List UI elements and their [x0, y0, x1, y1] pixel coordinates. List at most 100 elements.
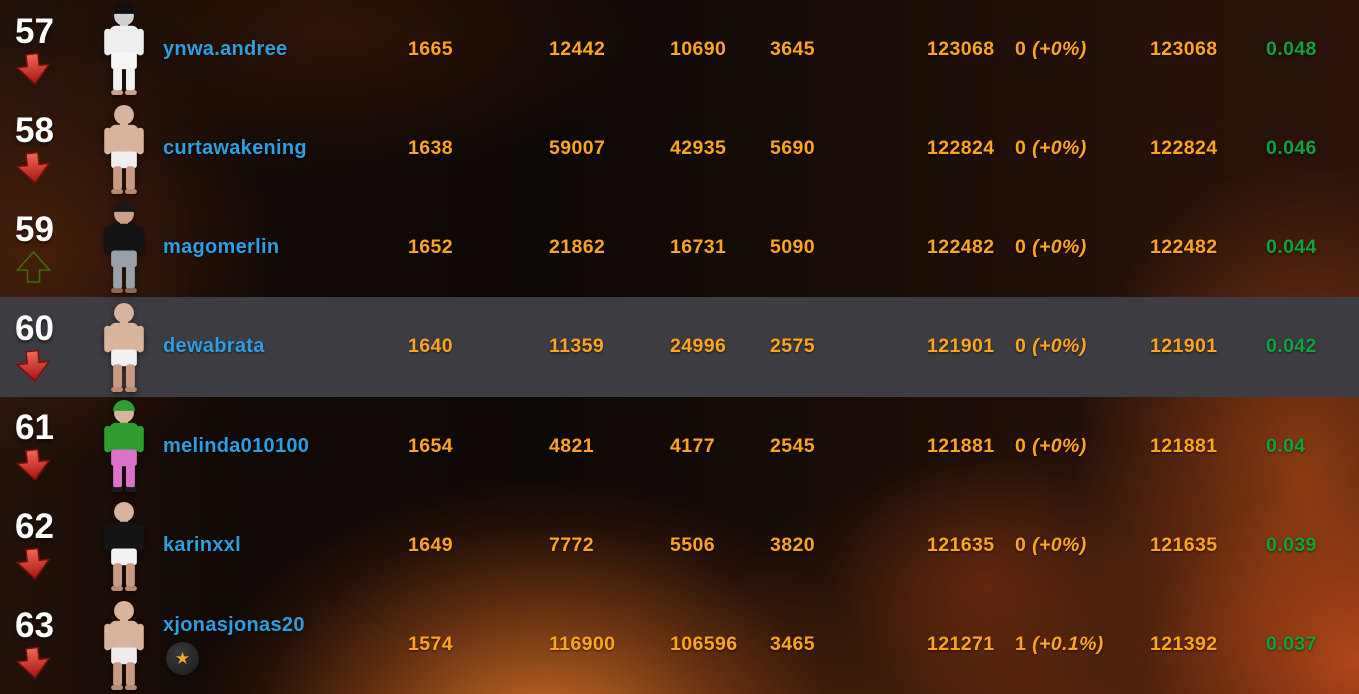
name-cell: xjonasjonas20 ★: [163, 614, 408, 675]
stat-c7: 121635: [1150, 533, 1218, 556]
player-avatar[interactable]: [93, 102, 155, 195]
username-link[interactable]: magomerlin: [163, 236, 280, 259]
rank-number: 59: [15, 209, 54, 249]
name-cell: curtawakening ★: [163, 137, 408, 160]
stat-c1: 1654: [408, 434, 453, 457]
stat-score: 0.048: [1266, 38, 1317, 61]
stat-c3: 24996: [670, 335, 727, 358]
delta-count: 1: [1015, 632, 1027, 655]
player-avatar[interactable]: [93, 598, 155, 691]
stat-c2: 4821: [549, 434, 594, 457]
rank-cell: 62: [0, 509, 85, 581]
leaderboard-row[interactable]: 60 dewabrat: [0, 297, 1359, 397]
player-avatar[interactable]: [93, 300, 155, 393]
avatar-cell: [85, 598, 163, 691]
username-link[interactable]: karinxxl: [163, 533, 242, 556]
stat-c1: 1649: [408, 533, 453, 556]
delta-percent: (+0%): [1032, 137, 1087, 160]
avatar-cell: [85, 499, 163, 592]
player-avatar[interactable]: [93, 3, 155, 96]
stat-c7: 121881: [1150, 434, 1218, 457]
player-avatar[interactable]: [93, 499, 155, 592]
stat-c4: 3820: [770, 533, 815, 556]
stat-c2: 116900: [549, 632, 616, 655]
avatar-cell: [85, 300, 163, 393]
leaderboard-row[interactable]: 62 karinxxl: [0, 496, 1359, 595]
stat-c4: 5690: [770, 137, 815, 160]
delta-percent: (+0%): [1032, 38, 1087, 61]
stat-c2: 59007: [549, 137, 606, 160]
stat-c1: 1665: [408, 38, 453, 61]
username-link[interactable]: curtawakening: [163, 137, 307, 160]
rank-up-icon: [15, 250, 52, 284]
rank-down-icon: [15, 349, 52, 383]
avatar-cell: [85, 3, 163, 96]
leaderboard-row[interactable]: 58 curtawak: [0, 99, 1359, 198]
stat-c1: 1652: [408, 236, 453, 259]
player-avatar[interactable]: [93, 201, 155, 294]
stat-delta: 0 (+0%): [1015, 534, 1150, 557]
avatar-cell: [85, 102, 163, 195]
leaderboard-row[interactable]: 57 ynwa.and: [0, 0, 1359, 99]
avatar-cell: [85, 399, 163, 493]
name-cell: melinda010100 ★: [163, 435, 408, 458]
rank-cell: 57: [0, 14, 85, 86]
stat-delta: 0 (+0%): [1015, 435, 1150, 458]
stat-c7: 121901: [1150, 335, 1218, 358]
stat-delta: 0 (+0%): [1015, 137, 1150, 160]
stat-c2: 21862: [549, 236, 606, 259]
name-cell: karinxxl ★: [163, 534, 408, 557]
star-badge: ★: [166, 641, 199, 675]
stat-score: 0.044: [1266, 236, 1317, 259]
stat-c5: 121635: [927, 533, 995, 556]
rank-down-icon: [15, 448, 52, 482]
stat-c5: 121271: [927, 632, 995, 655]
leaderboard-row[interactable]: 59 magomerl: [0, 198, 1359, 297]
delta-percent: (+0%): [1032, 434, 1087, 457]
stat-c4: 5090: [770, 236, 815, 259]
rank-cell: 58: [0, 113, 85, 185]
stat-c1: 1574: [408, 632, 453, 655]
stat-c5: 122482: [927, 236, 995, 259]
name-cell: ynwa.andree ★: [163, 38, 408, 61]
stat-c1: 1638: [408, 137, 453, 160]
delta-count: 0: [1015, 236, 1027, 259]
rank-down-icon: [15, 52, 52, 86]
stat-c3: 106596: [670, 632, 738, 655]
rank-down-icon: [15, 151, 52, 185]
stat-c1: 1640: [408, 335, 453, 358]
delta-percent: (+0%): [1032, 236, 1087, 259]
rank-number: 58: [15, 110, 54, 150]
leaderboard-row[interactable]: 63 xjonasjo: [0, 595, 1359, 694]
rank-number: 62: [15, 507, 54, 547]
rank-number: 61: [15, 408, 54, 448]
stat-delta: 0 (+0%): [1015, 335, 1150, 358]
stat-c3: 16731: [670, 236, 727, 259]
stat-c7: 122824: [1150, 137, 1218, 160]
username-link[interactable]: dewabrata: [163, 335, 265, 358]
username-link[interactable]: xjonasjonas20: [163, 613, 305, 636]
player-avatar[interactable]: [93, 399, 155, 493]
stat-c7: 123068: [1150, 38, 1218, 61]
name-cell: magomerlin ★: [163, 236, 408, 259]
rank-cell: 61: [0, 410, 85, 482]
rank-down-icon: [15, 646, 52, 680]
avatar-cell: [85, 201, 163, 294]
rank-cell: 60: [0, 311, 85, 383]
stat-c2: 7772: [549, 533, 594, 556]
stat-c3: 10690: [670, 38, 727, 61]
stat-c3: 5506: [670, 533, 715, 556]
stat-c7: 121392: [1150, 632, 1218, 655]
rank-down-icon: [15, 547, 52, 581]
stat-score: 0.042: [1266, 335, 1317, 358]
stat-score: 0.037: [1266, 632, 1317, 655]
star-icon: ★: [174, 648, 191, 668]
username-link[interactable]: melinda010100: [163, 434, 310, 457]
rank-number: 63: [15, 606, 54, 646]
leaderboard-row[interactable]: 61 melinda0: [0, 397, 1359, 496]
rank-cell: 59: [0, 212, 85, 284]
stat-c5: 123068: [927, 38, 995, 61]
username-link[interactable]: ynwa.andree: [163, 38, 288, 61]
